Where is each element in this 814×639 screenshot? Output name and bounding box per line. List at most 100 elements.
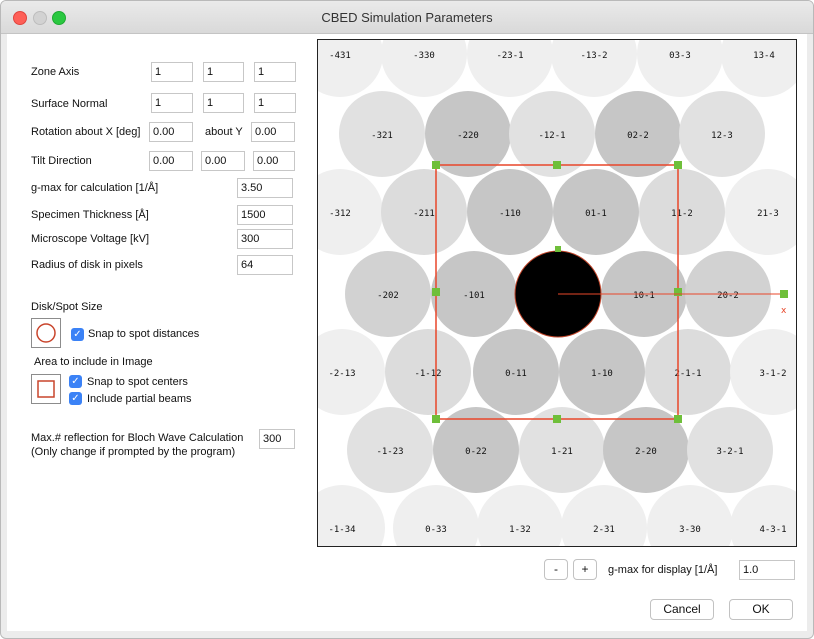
reflection-label: -202 xyxy=(377,291,399,301)
diffraction-disk xyxy=(477,485,563,546)
surface-normal-u-input[interactable] xyxy=(151,93,193,113)
diffraction-disk xyxy=(559,329,645,415)
zoom-out-button[interactable]: - xyxy=(544,559,568,580)
reflection-label: 4-3-1 xyxy=(759,525,786,535)
reflection-label: -1-34 xyxy=(328,525,355,535)
reflection-label: 1-10 xyxy=(591,369,613,379)
diffraction-disk xyxy=(433,407,519,493)
tilt-z-input[interactable] xyxy=(253,151,295,171)
diffraction-disk xyxy=(519,407,605,493)
rotation-x-input[interactable] xyxy=(149,122,193,142)
voltage-label: Microscope Voltage [kV] xyxy=(31,233,150,245)
snap-spot-centers-checkbox[interactable]: ✓ xyxy=(69,375,82,388)
selection-handle[interactable] xyxy=(553,415,561,423)
diffraction-disk xyxy=(431,251,517,337)
diffraction-disk xyxy=(561,485,647,546)
reflection-label: 2-31 xyxy=(593,525,615,535)
snap-spot-distances-checkbox[interactable]: ✓ xyxy=(71,328,84,341)
window-title: CBED Simulation Parameters xyxy=(321,10,493,25)
reflection-label: 12-3 xyxy=(711,131,733,141)
reflection-label: 11-2 xyxy=(671,209,693,219)
reflection-label: -220 xyxy=(457,131,479,141)
gmax-calc-input[interactable] xyxy=(237,178,293,198)
voltage-input[interactable] xyxy=(237,229,293,249)
diffraction-disk xyxy=(721,40,796,97)
selection-handle[interactable] xyxy=(432,415,440,423)
diffraction-disk xyxy=(645,329,731,415)
cancel-button[interactable]: Cancel xyxy=(650,599,714,620)
rotation-y-input[interactable] xyxy=(251,122,295,142)
diffraction-disk xyxy=(425,91,511,177)
selection-handle[interactable] xyxy=(674,288,682,296)
zone-axis-v-input[interactable] xyxy=(203,62,244,82)
selection-handle[interactable] xyxy=(432,161,440,169)
diffraction-disk xyxy=(687,407,773,493)
diffraction-disk xyxy=(509,91,595,177)
reflection-label: -2-13 xyxy=(328,369,355,379)
diffraction-disk xyxy=(393,485,479,546)
reflection-label: -431 xyxy=(329,51,351,61)
selection-handle[interactable] xyxy=(432,288,440,296)
tilt-x-input[interactable] xyxy=(149,151,193,171)
include-partial-beams-checkbox[interactable]: ✓ xyxy=(69,392,82,405)
diffraction-disk xyxy=(639,169,725,255)
reflection-label: 3-30 xyxy=(679,525,701,535)
selection-handle[interactable] xyxy=(553,161,561,169)
reflection-label: 0-11 xyxy=(505,369,527,379)
zoom-in-button[interactable]: + xyxy=(573,559,597,580)
disk-size-tool-button[interactable] xyxy=(31,318,61,348)
gmax-display-input[interactable] xyxy=(739,560,795,580)
reflection-label: -110 xyxy=(499,209,521,219)
diffraction-disk xyxy=(551,40,637,97)
reflection-label: 21-3 xyxy=(757,209,779,219)
reflection-label: 01-1 xyxy=(585,209,607,219)
reflection-label: -330 xyxy=(413,51,435,61)
diffraction-disk xyxy=(381,40,467,97)
diffraction-disk xyxy=(603,407,689,493)
reflection-label: 2-1-1 xyxy=(674,369,701,379)
selection-handle[interactable] xyxy=(674,415,682,423)
reflection-label: -312 xyxy=(329,209,351,219)
x-axis-handle[interactable] xyxy=(780,290,788,298)
zoom-window-button[interactable] xyxy=(52,11,66,25)
selection-handle[interactable] xyxy=(674,161,682,169)
zone-axis-label: Zone Axis xyxy=(31,66,80,78)
diffraction-disk xyxy=(339,91,425,177)
diffraction-disk xyxy=(318,169,383,255)
close-window-button[interactable] xyxy=(13,11,27,25)
about-y-label: about Y xyxy=(205,126,243,138)
tilt-direction-label: Tilt Direction xyxy=(31,155,92,167)
surface-normal-v-input[interactable] xyxy=(203,93,244,113)
reflection-label: -101 xyxy=(463,291,485,301)
gmax-display-label: g-max for display [1/Å] xyxy=(608,564,718,576)
reflection-label: 3-2-1 xyxy=(716,447,743,457)
diffraction-disk xyxy=(381,169,467,255)
diffraction-disk xyxy=(647,485,733,546)
surface-normal-label: Surface Normal xyxy=(31,98,108,110)
radius-input[interactable] xyxy=(237,255,293,275)
snap-spot-distances-label: Snap to spot distances xyxy=(88,328,200,340)
diffraction-disk xyxy=(318,485,385,546)
thickness-input[interactable] xyxy=(237,205,293,225)
reflection-label: 13-4 xyxy=(753,51,775,61)
surface-normal-w-input[interactable] xyxy=(254,93,296,113)
area-tool-button[interactable] xyxy=(31,374,61,404)
snap-spot-centers-label: Snap to spot centers xyxy=(87,376,188,388)
cbed-pattern-view[interactable]: -431 -330 -23-1 -13-2 03-3 13-4 -321 -220 -12-1 0… xyxy=(317,39,797,547)
x-axis-label: x xyxy=(781,306,787,316)
reflection-label: 2-20 xyxy=(635,447,657,457)
ok-button[interactable]: OK xyxy=(729,599,793,620)
minimize-window-button[interactable] xyxy=(33,11,47,25)
reflection-label: 10-1 xyxy=(633,291,655,301)
square-icon xyxy=(37,380,55,398)
diffraction-disk xyxy=(385,329,471,415)
reflection-label: -211 xyxy=(413,209,435,219)
tilt-y-input[interactable] xyxy=(201,151,245,171)
zone-axis-u-input[interactable] xyxy=(151,62,193,82)
bloch-max-input[interactable] xyxy=(259,429,295,449)
area-section: Area to include in Image xyxy=(34,356,153,368)
reflection-label: -1-12 xyxy=(414,369,441,379)
zone-axis-w-input[interactable] xyxy=(254,62,296,82)
disk-radius-handle[interactable] xyxy=(555,246,561,252)
